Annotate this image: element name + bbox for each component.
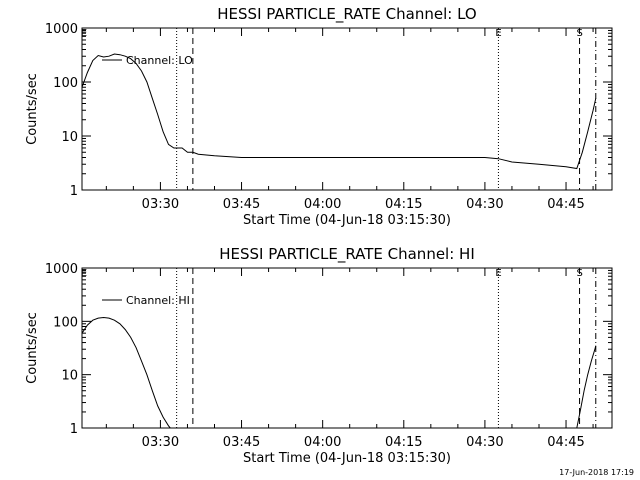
series-line-1-part-1 [82,318,170,429]
legend-entry: Channel: HI [126,294,190,307]
legend-entry: Channel: LO [126,54,193,67]
chart-title: HESSI PARTICLE_RATE Channel: LO [217,5,476,24]
x-tick-label: 04:30 [466,197,503,212]
x-tick-label: 04:15 [385,197,422,212]
y-axis-label: Counts/sec [25,312,40,384]
event-marker-label: S [577,268,583,279]
event-marker-label: E [495,268,501,279]
series-line-1-part-1 [82,54,596,169]
x-tick-label: 04:45 [547,435,584,450]
x-tick-label: 03:45 [223,435,260,450]
event-marker-label: E [81,28,87,39]
event-marker-label: E [81,268,87,279]
y-tick-label: 1 [70,422,78,437]
chart-panel-1: HESSI PARTICLE_RATE Channel: LO Start Tim… [25,5,612,228]
chart-title: HESSI PARTICLE_RATE Channel: HI [219,245,475,264]
x-axis-label: Start Time (04-Jun-18 03:15:30) [243,213,451,228]
y-tick-label: 1000 [45,22,78,37]
generation-timestamp: 17-Jun-2018 17:19 [559,468,634,477]
legend: Channel: LO [102,54,193,67]
y-axis-label: Counts/sec [25,73,40,145]
plot-frame [82,28,612,190]
x-tick-label: 03:30 [142,197,179,212]
plot-frame [82,268,612,428]
chart-panel-2: HESSI PARTICLE_RATE Channel: HI Start Tim… [25,245,612,466]
x-tick-label: 03:30 [142,435,179,450]
legend: Channel: HI [102,294,190,307]
event-marker-label: S [577,28,583,39]
x-tick-label: 03:45 [223,197,260,212]
x-tick-label: 04:30 [466,435,503,450]
series-line-1-part-2 [577,346,596,428]
x-tick-label: 04:00 [304,197,341,212]
y-tick-label: 100 [53,76,78,91]
y-tick-label: 1 [70,184,78,199]
y-tick-label: 10 [61,130,78,145]
y-tick-label: 1000 [45,262,78,277]
event-marker-label: E [495,28,501,39]
x-tick-label: 04:45 [547,197,584,212]
x-axis-label: Start Time (04-Jun-18 03:15:30) [243,451,451,466]
x-tick-label: 04:00 [304,435,341,450]
x-tick-label: 04:15 [385,435,422,450]
y-tick-label: 10 [61,369,78,384]
y-tick-label: 100 [53,315,78,330]
